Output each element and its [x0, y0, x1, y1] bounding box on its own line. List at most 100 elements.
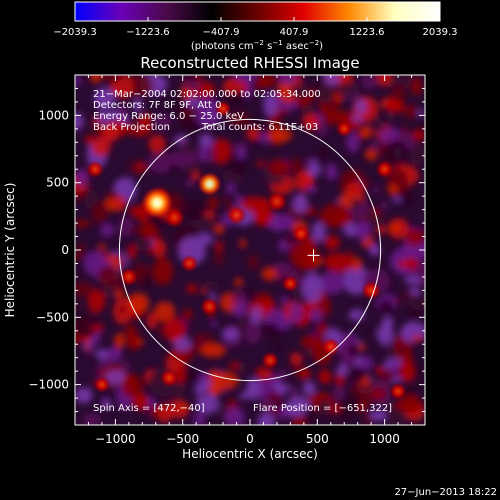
noise-blob: [208, 381, 223, 396]
solar-limb: [118, 118, 382, 382]
hot-spot: [86, 160, 105, 179]
noise-blob: [381, 140, 409, 166]
noise-blob: [118, 305, 127, 314]
noise-blob: [91, 137, 111, 157]
noise-blob: [92, 332, 101, 345]
colorbar-tick-label: 2039.3: [423, 27, 458, 38]
noise-blob: [231, 158, 248, 175]
noise-blob: [222, 77, 247, 96]
noise-blob: [131, 118, 140, 132]
noise-blob: [278, 75, 298, 85]
noise-blob: [343, 222, 358, 237]
hot-spot: [159, 368, 179, 388]
noise-blob: [105, 346, 122, 362]
hot-spot: [335, 120, 353, 138]
annotation-total-counts: Total counts: 6.11E+03: [201, 122, 318, 133]
noise-blob: [167, 150, 197, 168]
noise-blob: [394, 296, 403, 304]
noise-blob: [352, 115, 363, 122]
noise-blob: [103, 399, 112, 411]
noise-blob: [102, 283, 120, 299]
noise-blob: [324, 119, 335, 126]
noise-blob: [142, 406, 151, 417]
noise-blob: [118, 103, 127, 118]
noise-blob: [334, 372, 345, 387]
noise-blob: [402, 188, 414, 206]
x-tick-label: 0: [246, 432, 254, 446]
noise-blob: [200, 343, 226, 358]
noise-blob: [114, 195, 127, 212]
noise-blob: [348, 309, 365, 321]
annotation-method: Back Projection: [93, 122, 170, 133]
noise-blob: [407, 293, 425, 311]
colorbar-tick-label: −1223.6: [126, 27, 169, 38]
noise-blob: [224, 406, 245, 425]
noise-blob: [283, 236, 294, 244]
noise-blob: [406, 228, 425, 246]
x-tick-label: −500: [166, 432, 199, 446]
noise-blob: [386, 110, 395, 122]
noise-blob: [250, 89, 263, 97]
noise-blob: [146, 312, 158, 329]
footer-timestamp: 27−Jun−2013 18:22: [394, 487, 497, 498]
hot-spot: [266, 190, 288, 213]
noise-blob: [379, 368, 395, 383]
noise-blob: [388, 284, 397, 292]
noise-blob: [255, 161, 266, 167]
noise-blob: [130, 162, 139, 171]
noise-blob: [361, 75, 377, 90]
noise-blob: [400, 127, 408, 133]
colorbar-tick-label: 1223.6: [350, 27, 385, 38]
noise-blob: [386, 100, 405, 113]
noise-blob: [236, 147, 247, 160]
noise-blob: [262, 323, 279, 334]
hot-spot: [226, 204, 247, 226]
noise-blob: [100, 223, 114, 238]
noise-blob: [389, 223, 401, 233]
noise-blob: [417, 109, 425, 117]
hot-spot: [281, 275, 299, 293]
noise-blob: [376, 75, 392, 87]
noise-blob: [367, 117, 385, 133]
annotation-detectors: Detectors: 7F 8F 9F, Att 0: [93, 100, 221, 111]
noise-blob: [234, 194, 244, 204]
noise-blob: [244, 286, 254, 301]
noise-blob: [289, 385, 299, 399]
noise-blob: [412, 334, 423, 343]
hot-spot: [200, 297, 220, 317]
noise-blob: [100, 75, 124, 84]
spin-axis-cross-marker: [307, 249, 320, 262]
noise-blob: [245, 319, 261, 345]
y-tick-labels: −1000 −500 0 500 1000: [28, 108, 69, 391]
noise-blob: [83, 413, 102, 425]
noise-blob: [75, 387, 93, 404]
noise-blob: [97, 109, 109, 126]
noise-blob: [131, 392, 149, 411]
noise-blob: [316, 321, 329, 336]
noise-blob: [298, 367, 311, 381]
noise-blob: [376, 323, 394, 346]
annotation-spin-axis: Spin Axis = [472,−40]: [93, 403, 205, 414]
noise-blob: [93, 87, 116, 109]
noise-blob: [289, 302, 303, 322]
x-tick-label: 1000: [369, 432, 400, 446]
noise-blob: [319, 271, 346, 295]
noise-blob: [372, 387, 386, 401]
noise-blob: [318, 369, 332, 384]
noise-blob: [106, 190, 120, 199]
noise-blob: [289, 240, 318, 270]
noise-blob: [196, 393, 219, 414]
noise-blob: [399, 361, 415, 383]
noise-blob: [309, 308, 323, 322]
noise-blob: [348, 343, 360, 357]
noise-blob: [230, 294, 244, 302]
noise-blob: [370, 409, 387, 422]
noise-blob: [91, 324, 104, 333]
noise-blob: [250, 306, 263, 325]
noise-blob: [384, 346, 398, 360]
hot-spot: [261, 351, 280, 370]
noise-blob: [76, 243, 86, 259]
noise-blob: [323, 75, 341, 86]
noise-blob: [97, 243, 106, 251]
